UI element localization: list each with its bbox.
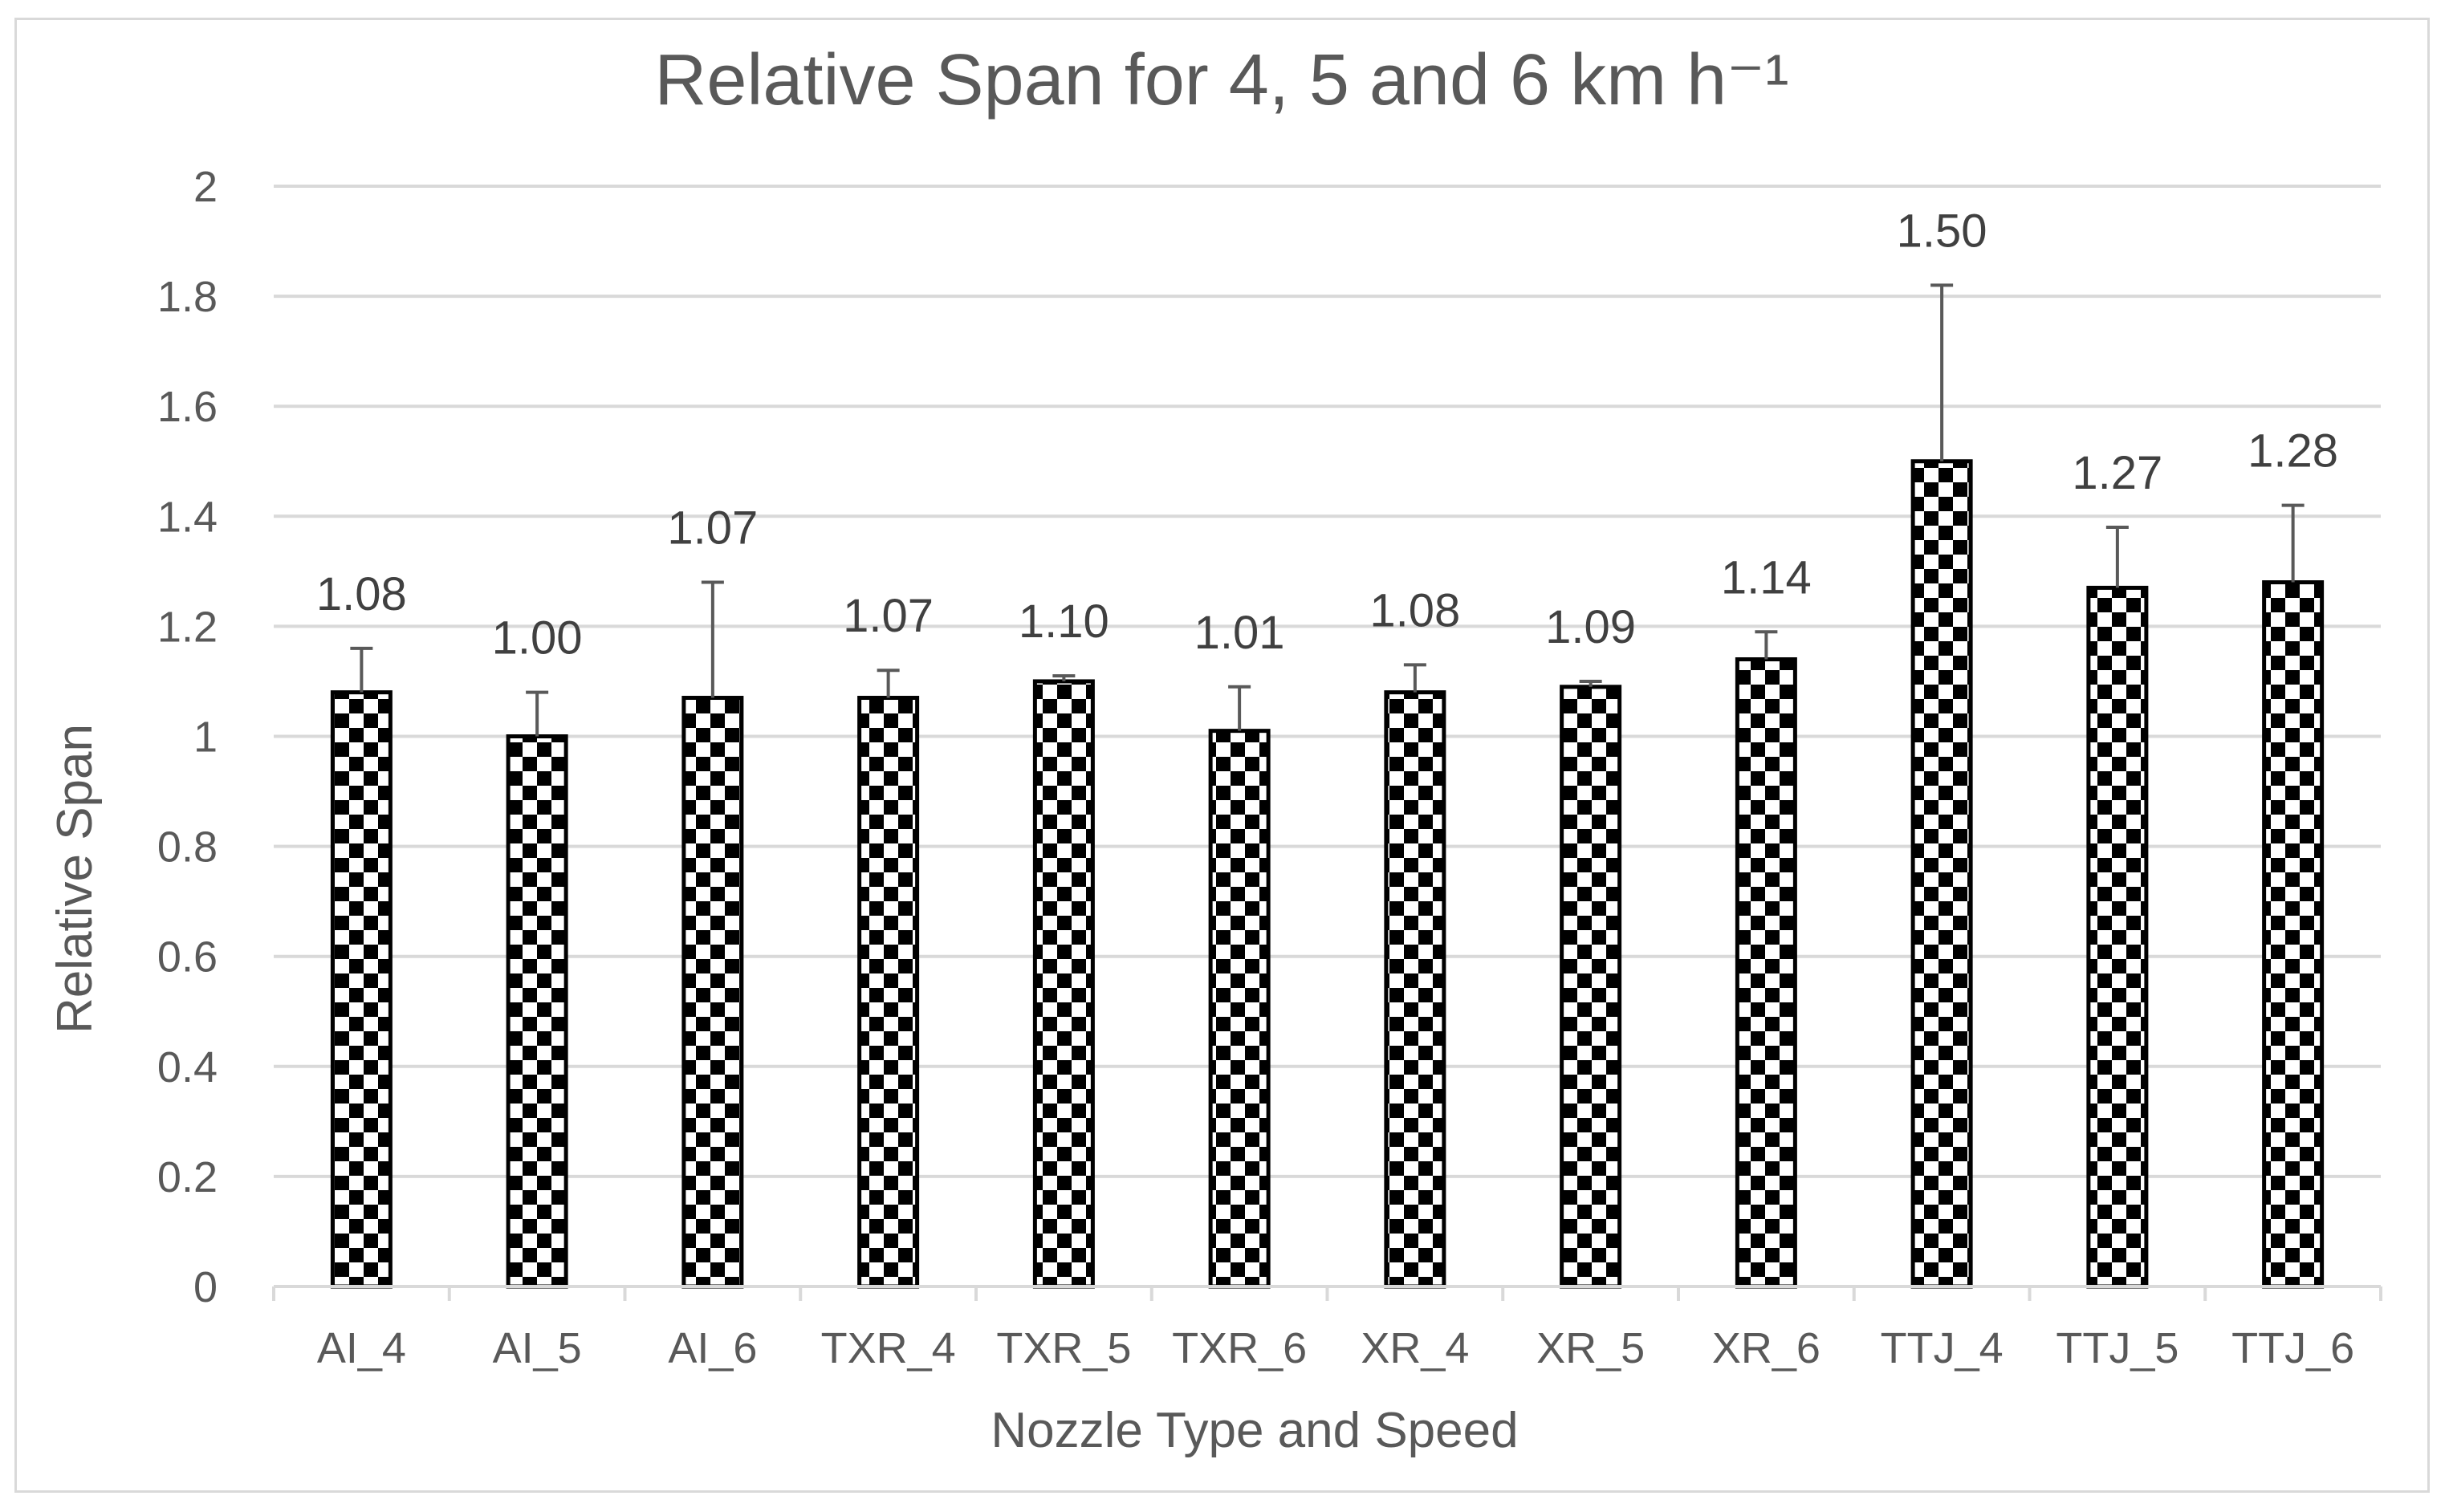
x-tick-label-TTJ_4: TTJ_4: [1881, 1324, 2004, 1372]
error-bar-AI_4: [350, 646, 373, 693]
x-tick-label-TXR_6: TXR_6: [1172, 1324, 1307, 1372]
data-label-XR_4: 1.08: [1369, 584, 1460, 636]
x-tick-label-TXR_5: TXR_5: [996, 1324, 1131, 1372]
data-label-XR_6: 1.14: [1721, 551, 1812, 604]
bar-TTJ_4: [1910, 459, 1973, 1289]
y-tick-label: 0.2: [157, 1153, 218, 1201]
bar-TTJ_6: [2262, 580, 2325, 1289]
bar-XR_6: [1735, 657, 1797, 1289]
data-label-TXR_6: 1.01: [1194, 607, 1285, 659]
y-tick-label: 1.4: [157, 493, 218, 541]
data-label-AI_4: 1.08: [316, 568, 407, 620]
error-bar-TTJ_5: [2105, 526, 2129, 588]
grid-lines: [274, 185, 2381, 1178]
data-label-AI_6: 1.07: [667, 502, 758, 555]
bar-AI_4: [330, 690, 393, 1289]
error-bar-XR_5: [1579, 679, 1602, 687]
data-label-AI_5: 1.00: [492, 612, 583, 665]
bar-TXR_6: [1208, 729, 1271, 1289]
x-tick-label-AI_5: AI_5: [493, 1324, 582, 1372]
y-tick-label: 2: [193, 163, 218, 211]
error-bar-TTJ_4: [1930, 283, 1954, 461]
data-label-XR_5: 1.09: [1545, 601, 1636, 653]
y-tick-label: 0.8: [157, 823, 218, 872]
y-tick-label: 1.2: [157, 603, 218, 651]
data-label-TXR_4: 1.07: [843, 590, 934, 642]
data-label-TTJ_5: 1.27: [2072, 447, 2162, 499]
chart-title: Relative Span for 4, 5 and 6 km h⁻¹: [654, 40, 1788, 120]
error-bar-XR_6: [1755, 630, 1778, 660]
y-tick-label: 1: [193, 713, 218, 762]
x-axis-ticks: AI_4 AI_5 AI_6 TXR_4 TXR_5 TXR_6 XR_4 XR_5 XR_6 T…: [317, 1324, 2354, 1372]
x-tick-label-TTJ_6: TTJ_6: [2231, 1324, 2354, 1372]
x-tick-label-XR_5: XR_5: [1536, 1324, 1645, 1372]
y-tick-label: 0: [193, 1263, 218, 1311]
error-bar-XR_4: [1403, 663, 1426, 693]
error-bar-TXR_4: [877, 669, 900, 698]
bars: [330, 459, 2325, 1289]
x-tick-label-XR_6: XR_6: [1712, 1324, 1820, 1372]
error-bar-AI_6: [701, 580, 724, 698]
bar-TXR_4: [857, 696, 920, 1289]
x-tick-label-AI_6: AI_6: [668, 1324, 757, 1372]
data-label-TTJ_4: 1.50: [1897, 205, 1987, 257]
data-label-TXR_5: 1.10: [1019, 595, 1109, 648]
x-axis: [272, 1285, 2382, 1301]
x-tick-label-TTJ_5: TTJ_5: [2056, 1324, 2178, 1372]
bar-TTJ_5: [2086, 585, 2149, 1289]
y-tick-label: 0.6: [157, 933, 218, 982]
bar-AI_5: [506, 734, 568, 1289]
y-tick-label: 1.8: [157, 273, 218, 321]
data-labels: 1.08 1.00 1.07 1.07 1.10 1.01 1.08 1.09 1.14 1.50…: [316, 205, 2338, 664]
error-bar-TXR_6: [1228, 685, 1251, 731]
y-axis-title: Relative Span: [47, 724, 103, 1034]
x-tick-label-XR_4: XR_4: [1361, 1324, 1469, 1372]
error-bar-TTJ_6: [2281, 503, 2305, 583]
data-label-TTJ_6: 1.28: [2248, 425, 2338, 478]
bar-TXR_5: [1032, 679, 1095, 1289]
x-axis-title: Nozzle Type and Speed: [991, 1403, 1518, 1458]
chart-frame: Relative Span for 4, 5 and 6 km h⁻¹ 0 0.2…: [14, 18, 2430, 1493]
error-bar-AI_5: [526, 690, 549, 737]
y-tick-label: 0.4: [157, 1043, 218, 1091]
x-tick-label-TXR_4: TXR_4: [821, 1324, 956, 1372]
bar-XR_5: [1560, 685, 1622, 1289]
bar-XR_4: [1384, 690, 1446, 1289]
y-axis-ticks: 0 0.2 0.4 0.6 0.8 1 1.2 1.4 1.6 1.8 2: [157, 163, 218, 1311]
x-tick-label-AI_4: AI_4: [317, 1324, 406, 1372]
bar-chart: Relative Span for 4, 5 and 6 km h⁻¹ 0 0.2…: [47, 40, 2382, 1458]
error-bars: [350, 283, 2305, 737]
bar-AI_6: [681, 696, 744, 1289]
error-bar-TXR_5: [1052, 674, 1076, 681]
y-tick-label: 1.6: [157, 383, 218, 431]
